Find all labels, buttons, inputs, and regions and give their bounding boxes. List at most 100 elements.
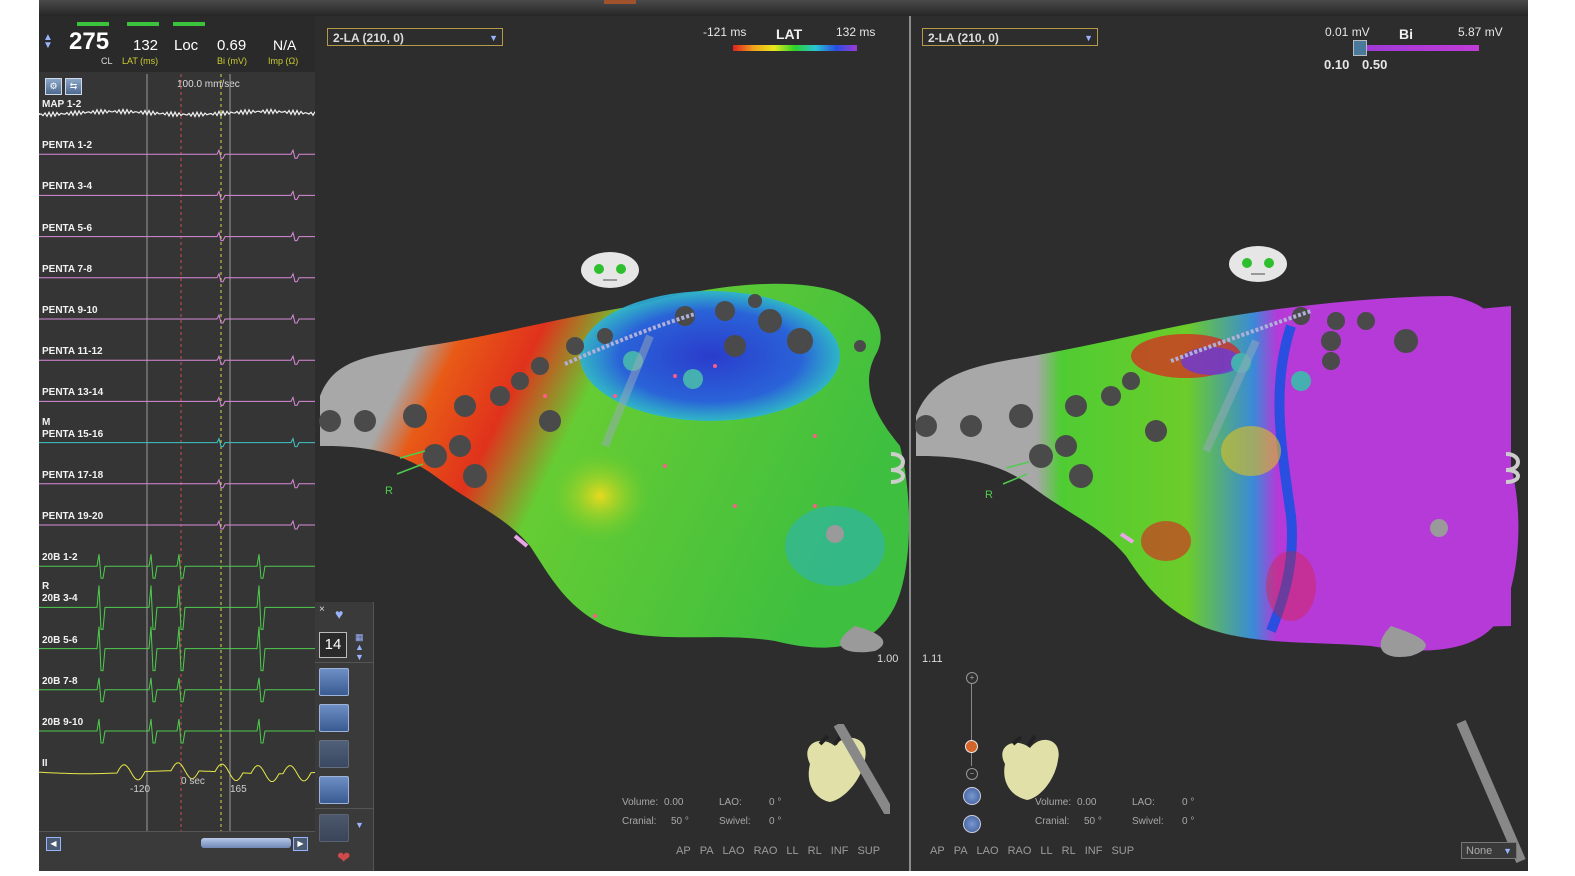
egm-trace (39, 231, 315, 242)
magnet-tool-icon[interactable] (319, 704, 349, 732)
view-button-sup[interactable]: SUP (1111, 845, 1135, 857)
overlay-dropdown-value: None (1466, 845, 1493, 857)
view-button-ll[interactable]: LL (1040, 845, 1053, 857)
bi-swivel-value: 0 ° (1182, 816, 1195, 827)
rotate-icon[interactable] (963, 787, 981, 805)
egm-trace (39, 626, 315, 672)
heart-filter-icon[interactable]: ♥ (335, 606, 344, 622)
egm-caliper-icon[interactable]: ⇆ (65, 78, 82, 95)
egm-trace (39, 554, 315, 579)
view-button-pa[interactable]: PA (699, 845, 714, 857)
panel-divider[interactable] (909, 16, 911, 871)
view-button-ll[interactable]: LL (786, 845, 799, 857)
lat-cranial-value: 50 ° (671, 816, 689, 827)
bi-lao-label: LAO: (1132, 797, 1155, 808)
egm-scrollbar[interactable]: ◀ ▶ (39, 831, 315, 871)
record-tool-icon[interactable] (319, 814, 349, 842)
count-stepper-icon[interactable]: ▦ ▲ ▼ (355, 632, 364, 662)
map-tool-panel: × ♥ 14 ▦ ▲ ▼ ▼ ❤ (315, 602, 374, 871)
scroll-thumb[interactable] (201, 838, 291, 848)
heart-settings-icon[interactable]: ❤ (337, 850, 351, 867)
bi-volume-label: Volume: (1035, 797, 1072, 808)
channel-label: 20B 5-6 (42, 634, 78, 646)
view-button-lao[interactable]: LAO (722, 845, 745, 857)
lat-map-view[interactable]: 2-LA (210, 0) ▼ -121 ms LAT 132 ms (315, 16, 936, 871)
close-icon[interactable]: × (319, 604, 325, 615)
egm-trace (39, 395, 315, 406)
zoom-out-icon[interactable]: − (966, 768, 978, 780)
bi-zoom-track[interactable] (971, 684, 972, 766)
egm-trace (39, 718, 315, 744)
lat-map-dropdown[interactable]: 2-LA (210, 0) ▼ (327, 28, 503, 46)
chevron-down-icon: ▼ (1503, 846, 1512, 856)
bi-threshold-low: 0.10 (1324, 57, 1350, 72)
top-bar-marker (604, 0, 636, 4)
lat-swivel-label: Swivel: (719, 816, 751, 827)
imp-value: N/A (273, 37, 297, 53)
egm-traces (39, 74, 315, 831)
zoom-in-icon[interactable]: + (966, 672, 978, 684)
chevron-down-icon: ▼ (1084, 33, 1093, 43)
chevron-down-icon[interactable]: ▼ (355, 820, 364, 830)
map-count[interactable]: 14 (319, 632, 347, 658)
bi-threshold-handle[interactable] (1353, 40, 1367, 56)
bi-colorbar (1355, 45, 1479, 51)
grid-tool-icon[interactable] (319, 668, 349, 696)
loc-value: Loc (174, 37, 199, 54)
overlay-dropdown[interactable]: None ▼ (1461, 842, 1517, 859)
channel-label: 20B 1-2 (42, 552, 78, 564)
view-button-rl[interactable]: RL (1061, 845, 1076, 857)
channel-label: PENTA 19-20 (42, 511, 104, 522)
bi-volume-value: 0.00 (1077, 797, 1097, 808)
bi-scale-max: 5.87 mV (1458, 25, 1503, 39)
view-button-lao[interactable]: LAO (976, 845, 999, 857)
view-button-ap[interactable]: AP (930, 845, 945, 857)
scroll-left-icon[interactable]: ◀ (46, 837, 61, 851)
face-indicator-icon (1229, 246, 1287, 282)
egm-trace (39, 148, 315, 159)
egm-trace (39, 585, 315, 630)
bi-map-dropdown[interactable]: 2-LA (210, 0) ▼ (922, 28, 1098, 46)
reset-view-icon[interactable] (963, 815, 981, 833)
channel-label: PENTA 11-12 (42, 346, 103, 358)
egm-toolbar: ⚙ ⇆ (45, 76, 85, 95)
egm-trace (39, 519, 315, 530)
view-button-rao[interactable]: RAO (1007, 845, 1032, 857)
bi-bar (173, 22, 205, 26)
egm-trace (39, 677, 315, 703)
bi-scale-title: Bi (1399, 26, 1413, 42)
time-right: 165 (230, 784, 247, 795)
view-button-inf[interactable]: INF (1084, 845, 1103, 857)
bi-zoom-knob[interactable] (965, 740, 978, 753)
view-button-rao[interactable]: RAO (753, 845, 778, 857)
view-button-ap[interactable]: AP (676, 845, 691, 857)
lat-volume-value: 0.00 (664, 797, 684, 808)
top-bar (39, 0, 1528, 17)
scroll-right-icon[interactable]: ▶ (293, 837, 308, 851)
bi-cranial-value: 50 ° (1084, 816, 1102, 827)
orientation-heart-icon[interactable] (995, 734, 1065, 804)
paint-tool-icon[interactable] (319, 740, 349, 768)
bi-cranial-label: Cranial: (1035, 816, 1070, 827)
lat-heart-map[interactable]: R (315, 246, 909, 666)
lat-value: 132 (133, 37, 159, 54)
bipolar-heart-map[interactable]: R (911, 266, 1528, 666)
view-button-inf[interactable]: INF (830, 845, 849, 857)
view-button-rl[interactable]: RL (807, 845, 822, 857)
tool-separator (315, 662, 373, 663)
bipolar-map-view[interactable]: 2-LA (210, 0) ▼ 0.01 mV Bi 5.87 mV 0.10 0… (911, 16, 1528, 871)
cl-label: CL (101, 56, 113, 66)
eraser-tool-icon[interactable] (319, 776, 349, 804)
channel-label: PENTA 7-8 (42, 263, 93, 275)
lat-r-label: R (385, 485, 393, 497)
readout-updown-icon[interactable]: ▲ ▼ (43, 32, 53, 51)
bi-map-dropdown-value: 2-LA (210, 0) (928, 31, 999, 45)
catheter-shaft-icon (1456, 720, 1526, 863)
egm-trace (39, 272, 315, 283)
egm-trace (39, 762, 315, 782)
catheter-coil-icon (1505, 452, 1520, 484)
view-button-sup[interactable]: SUP (857, 845, 881, 857)
orientation-heart-icon[interactable] (790, 724, 890, 814)
egm-tool-icon[interactable]: ⚙ (45, 78, 62, 95)
view-button-pa[interactable]: PA (953, 845, 968, 857)
